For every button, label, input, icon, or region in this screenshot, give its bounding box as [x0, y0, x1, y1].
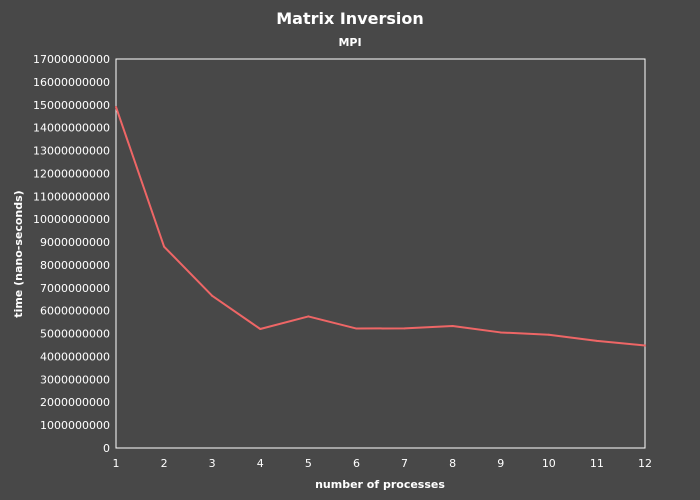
y-tick-label: 2000000000: [40, 396, 110, 409]
x-tick-label: 3: [209, 457, 216, 470]
x-axis-ticks: 1 2 3 4 5 6 7 8 9 10 11 12: [113, 457, 653, 470]
data-point: [403, 327, 406, 330]
y-tick-label: 11000000000: [33, 190, 110, 203]
data-point: [644, 344, 646, 347]
plot-area: [115, 58, 646, 449]
y-tick-label: 14000000000: [33, 122, 110, 135]
data-point: [211, 294, 214, 297]
y-tick-label: 5000000000: [40, 328, 110, 341]
y-tick-label: 3000000000: [40, 373, 110, 386]
x-tick-label: 11: [590, 457, 604, 470]
y-axis-label: time (nano-seconds): [12, 190, 25, 317]
y-tick-label: 10000000000: [33, 213, 110, 226]
x-tick-label: 1: [113, 457, 120, 470]
y-tick-label: 17000000000: [33, 53, 110, 66]
x-tick-label: 5: [305, 457, 312, 470]
y-tick-label: 8000000000: [40, 259, 110, 272]
x-tick-label: 12: [638, 457, 652, 470]
chart-subtitle: MPI: [338, 36, 361, 49]
data-point: [259, 328, 262, 331]
data-point: [163, 245, 166, 248]
series-points: [115, 106, 646, 347]
x-tick-label: 10: [542, 457, 556, 470]
data-point: [547, 333, 550, 336]
y-axis-ticks: 0 1000000000 2000000000 3000000000 400000000…: [33, 53, 110, 455]
x-tick-label: 2: [161, 457, 168, 470]
y-tick-label: 9000000000: [40, 236, 110, 249]
data-point: [595, 339, 598, 342]
y-tick-label: 16000000000: [33, 76, 110, 89]
x-tick-label: 9: [497, 457, 504, 470]
data-point: [499, 331, 502, 334]
x-axis-label: number of processes: [315, 478, 445, 491]
x-tick-label: 4: [257, 457, 264, 470]
data-point: [355, 327, 358, 330]
data-point: [115, 106, 117, 109]
x-tick-label: 8: [449, 457, 456, 470]
y-tick-label: 12000000000: [33, 167, 110, 180]
series-line: [115, 106, 646, 347]
x-tick-label: 7: [401, 457, 408, 470]
data-point: [451, 325, 454, 328]
x-tick-label: 6: [353, 457, 360, 470]
y-tick-label: 13000000000: [33, 145, 110, 158]
y-tick-label: 15000000000: [33, 99, 110, 112]
data-point: [307, 315, 310, 318]
chart-title: Matrix Inversion: [276, 9, 424, 28]
y-tick-label: 1000000000: [40, 419, 110, 432]
y-tick-label: 0: [103, 442, 110, 455]
y-tick-label: 6000000000: [40, 305, 110, 318]
y-tick-label: 4000000000: [40, 350, 110, 363]
y-tick-label: 7000000000: [40, 282, 110, 295]
